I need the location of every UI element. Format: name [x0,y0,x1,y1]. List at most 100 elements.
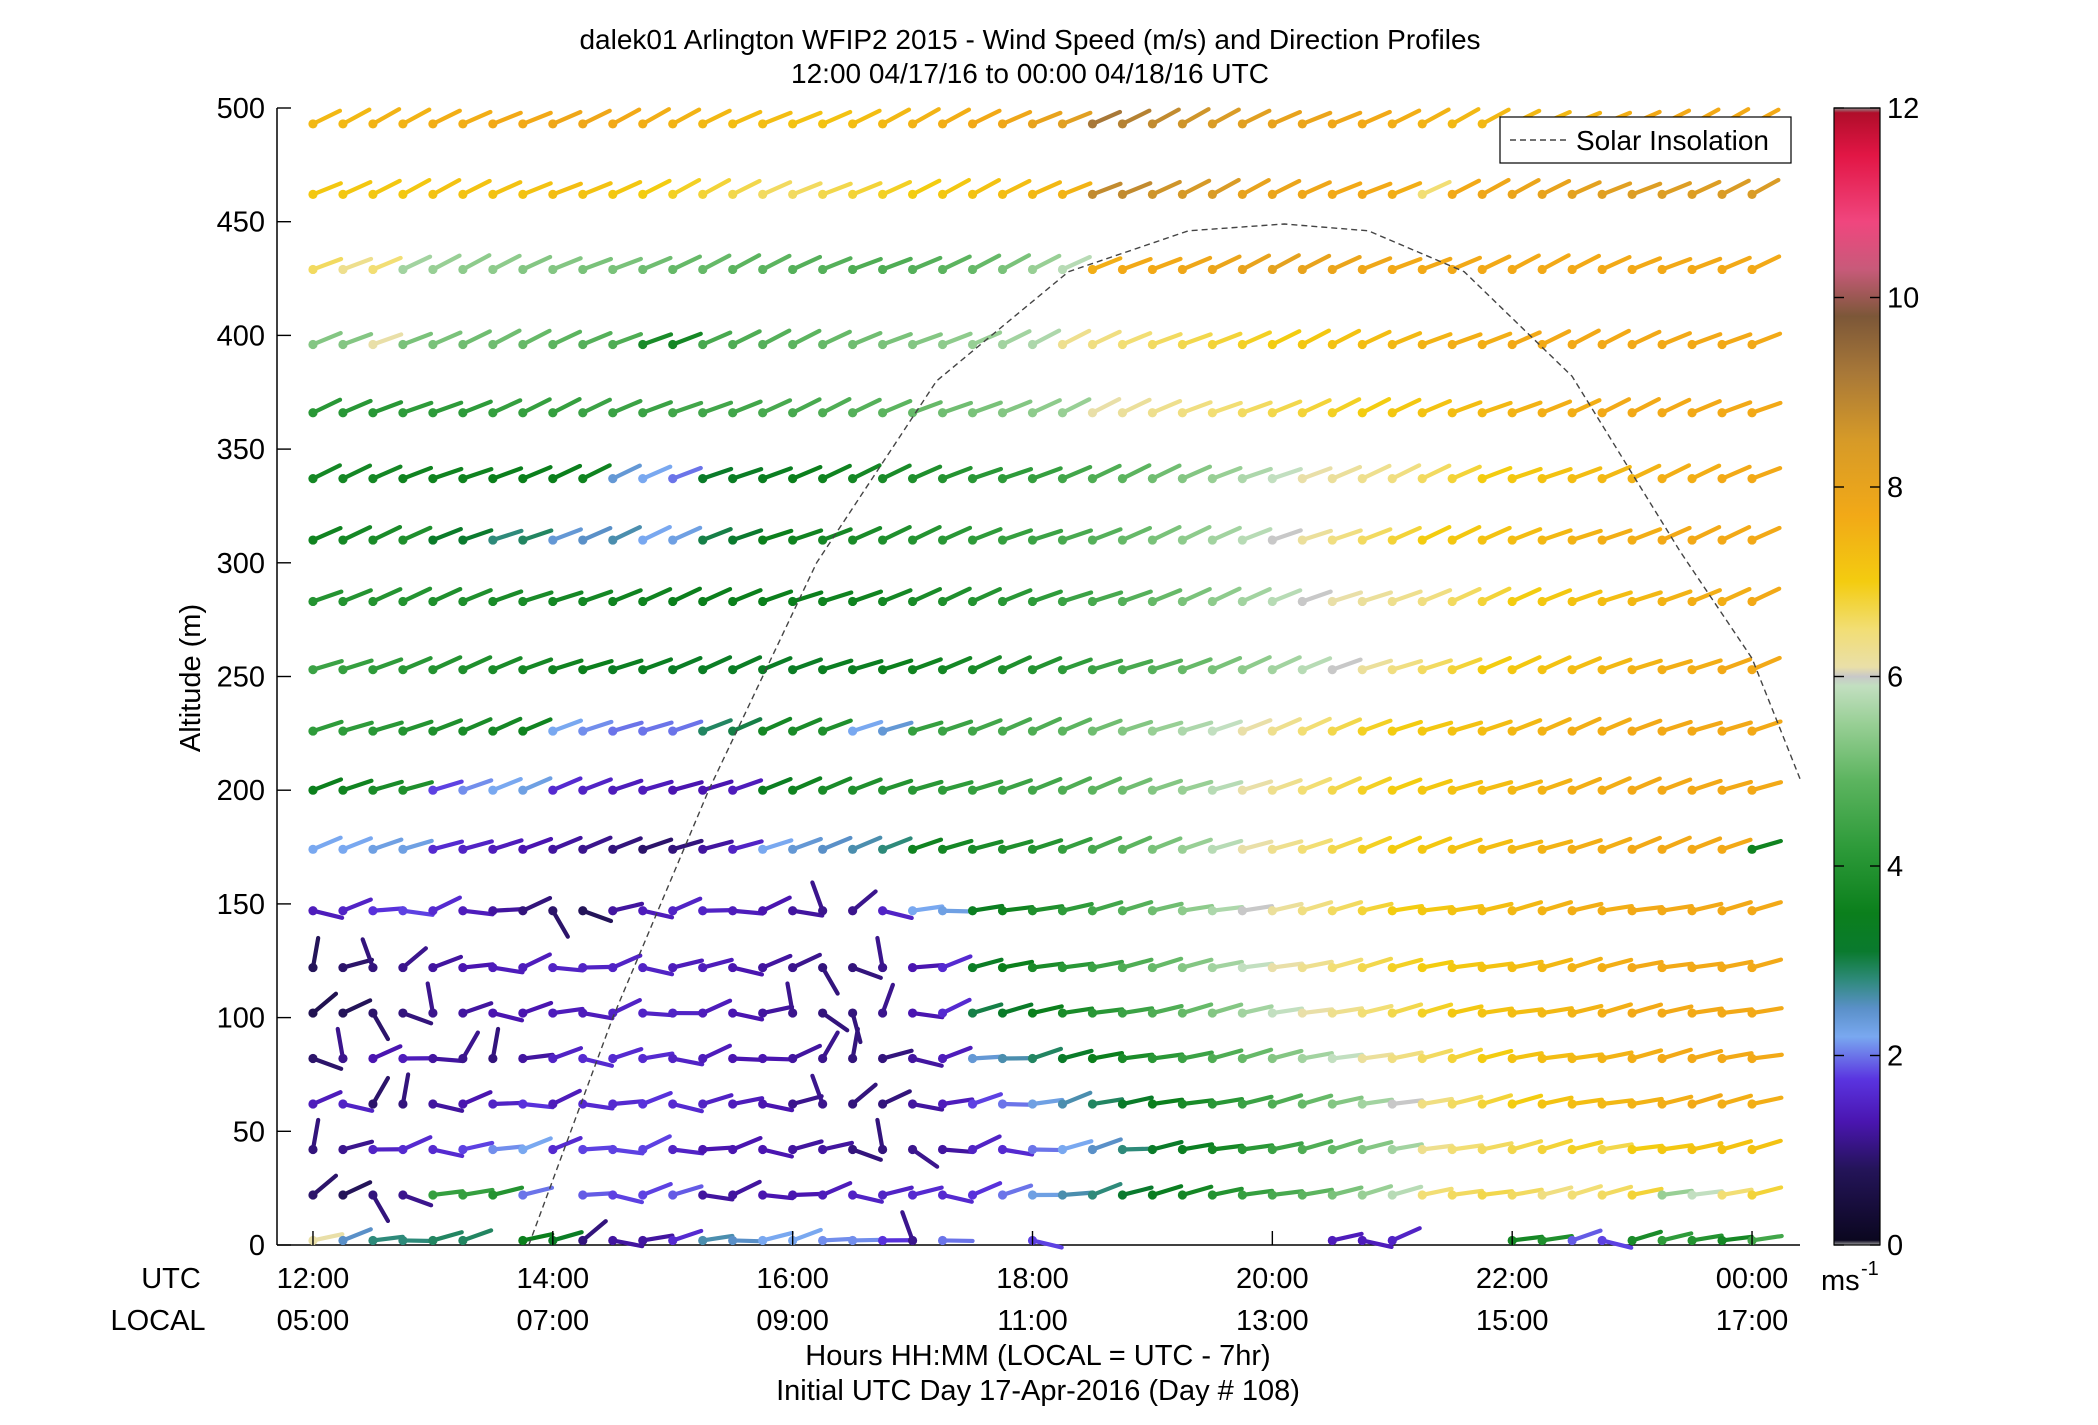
wind-barb-shaft [670,719,704,734]
wind-barb-shaft [1330,836,1363,852]
wind-barb [1027,180,1063,200]
wind-barb [608,107,642,129]
wind-barb-shaft [1360,776,1393,793]
wind-barb [1057,657,1093,675]
wind-barb [1357,718,1393,736]
wind-barb [1177,524,1212,545]
wind-barb [1657,1004,1694,1018]
wind-barb [728,1008,765,1022]
wind-barb-shaft [1749,1052,1784,1061]
wind-barb-dot [368,339,378,350]
wind-barb [1327,1052,1365,1064]
wind-barb-dot [1597,962,1607,973]
wind-barb-shaft [580,1219,608,1243]
wind-barb-dot [1417,119,1427,129]
wind-barb-dot [1657,785,1667,795]
wind-barb-shaft [940,1192,974,1204]
wind-barb [1477,719,1513,736]
wind-barb-dot [1057,189,1068,200]
wind-barb-dot [1687,962,1697,973]
wind-barb-dot [1357,726,1367,736]
wind-barb [428,400,464,418]
wind-barb [1717,837,1753,854]
wind-barb-shaft [1270,839,1304,852]
wind-barb-shaft [1120,1185,1154,1198]
wind-barb-shaft [1689,256,1723,272]
wind-barb [578,181,613,200]
wind-barb [548,590,584,607]
wind-barb [1747,1185,1784,1200]
wind-barb-shaft [1480,961,1515,970]
wind-barb-shaft [1719,1234,1754,1243]
y-tick-label: 300 [217,548,265,580]
wind-barb-shaft [550,965,585,973]
wind-barb-dot [518,1190,528,1200]
wind-barb-shaft [790,1139,824,1152]
wind-barb [937,586,972,607]
wind-barb [1117,659,1154,675]
wind-barb-dot [967,535,978,545]
wind-barb-dot [1537,726,1547,736]
wind-barb [1267,778,1303,795]
wind-barb-dot [1477,906,1487,916]
wind-barb [1597,528,1633,545]
wind-barb [368,1234,405,1246]
wind-barb-dot [1747,408,1757,418]
wind-barb [308,835,343,854]
wind-barb-shaft [1689,399,1722,415]
wind-barb-shaft [1630,329,1662,347]
wind-barb [1507,1093,1544,1109]
wind-barb-dot [1117,1190,1128,1200]
wind-barb-dot [668,119,678,129]
wind-barb-dot [458,1144,468,1155]
wind-barb [1327,528,1363,545]
wind-barb-dot [937,665,948,675]
wind-barb-dot [1597,535,1607,545]
wind-barb [1717,1234,1754,1246]
wind-barb [428,1144,465,1159]
wind-barb-shaft [370,332,404,347]
wind-barb-dot [1117,119,1128,129]
wind-barb [1297,1139,1334,1155]
wind-barb-shaft [790,717,823,734]
wind-barb [997,655,1032,675]
wind-barb [1237,178,1271,200]
wind-barb [1147,901,1184,916]
wind-barb-dot [668,535,678,545]
wind-barb-shaft [730,965,765,977]
wind-barb-shaft [1719,1007,1754,1016]
wind-barb [878,906,914,921]
wind-barb-shaft [760,466,793,481]
wind-barb-shaft [1000,109,1033,127]
wind-barb-dot [1297,535,1307,545]
wind-barb-shaft [940,997,972,1016]
wind-barb-dot [1567,785,1577,795]
wind-barb-dot [1027,665,1038,675]
wind-barb-shaft [1180,1142,1215,1152]
wind-barb [1147,332,1183,350]
wind-barb [1207,107,1241,129]
wind-barb [458,253,492,275]
wind-barb-dot [1657,726,1667,736]
wind-barb-shaft [640,779,674,793]
wind-barb-dot [578,119,588,129]
wind-barb [308,181,343,200]
wind-barb-dot [338,785,348,795]
wind-barb-dot [728,189,738,200]
wind-barb [1027,656,1063,675]
wind-barb [1507,655,1542,675]
wind-barb-dot [548,119,558,129]
wind-barb [1327,1006,1365,1018]
wind-barb [308,589,344,607]
wind-barb [997,904,1035,916]
wind-barb-shaft [610,107,642,127]
wind-barb [997,1002,1034,1018]
wind-barb-shaft [460,778,494,793]
wind-barb [1087,1007,1125,1018]
wind-barb [578,777,613,795]
wind-barb-dot [1627,1053,1637,1064]
wind-barb [758,953,793,973]
wind-barb [788,1043,822,1064]
wind-barb-shaft [1659,1047,1693,1061]
wind-barb [1717,1007,1754,1018]
